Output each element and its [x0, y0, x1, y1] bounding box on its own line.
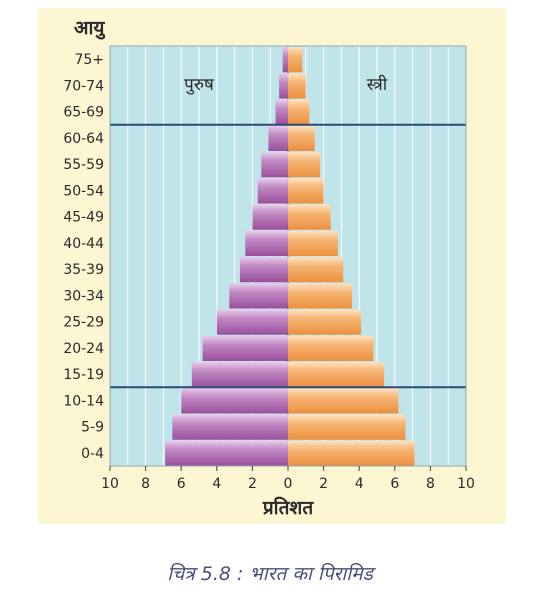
y-tick-label: 10-14: [63, 393, 104, 409]
male-bar-50-54: [257, 178, 288, 204]
male-bar-15-19: [191, 362, 288, 388]
y-tick-label: 25-29: [63, 315, 104, 331]
female-bar-20-24: [288, 335, 374, 361]
male-bar-60-64: [268, 125, 288, 151]
female-bar-75+: [288, 47, 303, 73]
y-axis-title: आयु: [74, 17, 105, 40]
female-bar-30-34: [288, 283, 353, 309]
y-tick-label: 70-74: [63, 78, 104, 94]
y-tick-label: 60-64: [63, 131, 104, 147]
y-tick-labels: 0-4 5-9 10-14 15-19 20-24 25-29 30-34 35-39 40-4…: [63, 52, 104, 462]
male-bar-45-49: [252, 204, 288, 230]
y-tick-label: 20-24: [63, 341, 104, 357]
male-bar-30-34: [229, 283, 288, 309]
y-tick-label: 15-19: [63, 367, 104, 383]
male-bar-65-69: [275, 99, 288, 125]
x-tick-label: 8: [141, 476, 150, 492]
figure-caption: चित्र 5.8 : भारत का पिरामिड: [167, 563, 373, 585]
y-tick-label: 30-34: [63, 288, 104, 304]
male-bar-55-59: [261, 152, 288, 178]
y-tick-label: 35-39: [63, 262, 104, 278]
bars: [165, 47, 415, 466]
y-tick-label: 65-69: [63, 105, 104, 121]
male-bar-70-74: [279, 73, 288, 99]
y-tick-label: 55-59: [63, 157, 104, 173]
male-bar-75+: [282, 47, 288, 73]
male-bar-10-14: [181, 388, 288, 414]
female-bar-50-54: [288, 178, 324, 204]
male-label: पुरुष: [184, 75, 215, 95]
y-tick-label: 40-44: [63, 236, 104, 252]
female-bar-15-19: [288, 362, 385, 388]
y-tick-label: 50-54: [63, 183, 104, 199]
male-bar-35-39: [239, 257, 288, 283]
female-bar-45-49: [288, 204, 331, 230]
female-bar-60-64: [288, 125, 315, 151]
x-tick-label: 2: [319, 476, 328, 492]
female-bar-70-74: [288, 73, 306, 99]
population-pyramid-chart: 0-4 5-9 10-14 15-19 20-24 25-29 30-34 35-39 40-4…: [63, 17, 475, 519]
female-label: स्त्री: [367, 74, 388, 95]
x-tick-label: 2: [248, 476, 257, 492]
female-bar-5-9: [288, 414, 406, 440]
x-tick-label: 4: [355, 476, 364, 492]
x-tick-label: 4: [212, 476, 221, 492]
female-bar-55-59: [288, 152, 321, 178]
population-pyramid-figure: 0-4 5-9 10-14 15-19 20-24 25-29 30-34 35-39 40-4…: [38, 8, 506, 524]
y-tick-label: 5-9: [81, 420, 104, 436]
female-bar-0-4: [288, 440, 415, 466]
male-bar-0-4: [165, 440, 288, 466]
x-tick-labels: 10 8 6 4 2 0 2 4 6 8 10: [101, 466, 475, 492]
x-tick-label: 8: [426, 476, 435, 492]
male-bar-40-44: [245, 230, 288, 256]
x-tick-label: 10: [457, 476, 475, 492]
y-tick-label: 0-4: [81, 446, 104, 462]
male-bar-5-9: [172, 414, 288, 440]
female-bar-10-14: [288, 388, 399, 414]
female-bar-35-39: [288, 257, 344, 283]
male-bar-25-29: [216, 309, 288, 335]
female-bar-40-44: [288, 230, 338, 256]
x-tick-label: 10: [101, 476, 119, 492]
x-tick-label: 0: [284, 476, 293, 492]
female-bar-65-69: [288, 99, 310, 125]
x-axis-title: प्रतिशत: [262, 496, 314, 519]
y-tick-label: 75+: [74, 52, 104, 68]
female-bar-25-29: [288, 309, 361, 335]
y-tick-label: 45-49: [63, 210, 104, 226]
x-tick-label: 6: [177, 476, 186, 492]
x-tick-label: 6: [390, 476, 399, 492]
male-bar-20-24: [202, 335, 288, 361]
